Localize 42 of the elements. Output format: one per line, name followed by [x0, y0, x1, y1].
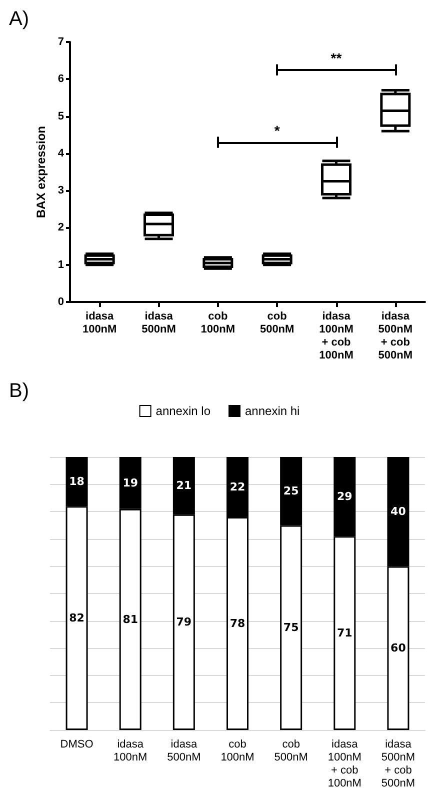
annotation: ** — [330, 50, 342, 66]
data-label: 19 — [122, 476, 138, 490]
x-tick-label: idasa 100nM + cob 100nM — [319, 310, 354, 362]
x-tick-label: DMSO — [60, 738, 94, 750]
y-tick-label: 1 — [58, 258, 64, 271]
y-tick-label: 6 — [58, 73, 64, 86]
data-label: 29 — [336, 490, 352, 504]
x-tick-label: cob 500nM — [274, 738, 308, 764]
x-tick-label: cob 100nM — [220, 738, 254, 764]
x-tick-label: idasa 500nM + cob 500nM — [381, 738, 416, 790]
y-tick-label: 4 — [58, 147, 65, 160]
x-tick-label: idasa 500nM — [167, 738, 201, 764]
y-tick-label: 5 — [58, 110, 64, 122]
x-tick-label: cob 500nM — [260, 310, 294, 336]
x-tick-label: cob 100nM — [200, 310, 236, 336]
data-label: 40 — [390, 505, 406, 518]
legend-label: annexin lo — [156, 404, 211, 418]
y-tick-label: 7 — [58, 36, 64, 48]
data-label: 71 — [336, 626, 352, 640]
y-tick-label: 3 — [58, 184, 64, 197]
y-tick-label: 0 — [58, 296, 64, 308]
data-label: 18 — [69, 475, 84, 488]
y-tick-label: 2 — [58, 222, 64, 234]
data-label: 82 — [69, 612, 84, 625]
y-axis-title: BAX expression — [34, 126, 48, 218]
x-tick-label: idasa 100nM + cob 100nM — [328, 738, 362, 790]
chart-title: B) — [9, 380, 29, 402]
data-label: 21 — [176, 479, 192, 492]
annotation: * — [274, 122, 280, 138]
data-label: 78 — [230, 617, 246, 630]
chart-title: A) — [9, 8, 29, 30]
data-label: 60 — [390, 642, 406, 655]
x-tick-label: idasa 500nM — [142, 310, 176, 336]
data-label: 81 — [122, 612, 138, 626]
data-label: 25 — [283, 484, 299, 498]
data-label: 75 — [283, 621, 299, 634]
legend-label: annexin hi — [245, 404, 300, 418]
x-tick-label: idasa 100nM — [82, 310, 117, 336]
data-label: 79 — [176, 616, 192, 629]
data-label: 22 — [230, 480, 246, 494]
x-tick-label: idasa 100nM — [114, 738, 148, 764]
x-tick-label: idasa 500nM + cob 500nM — [378, 310, 413, 362]
